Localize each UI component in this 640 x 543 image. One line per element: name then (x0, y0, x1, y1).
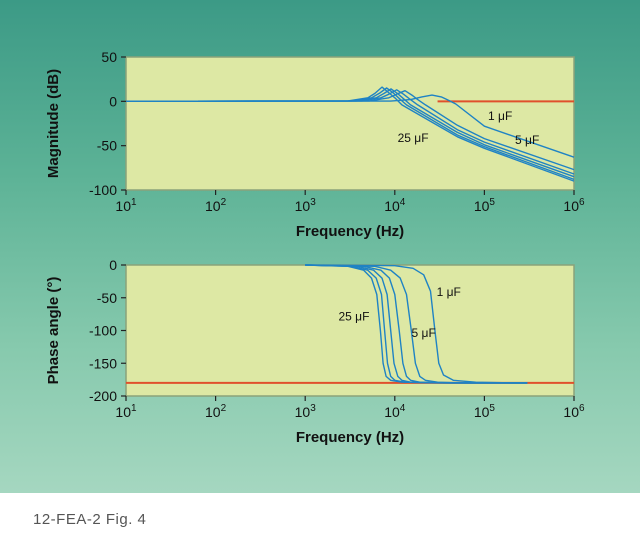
phase-y-tick-label: -200 (89, 388, 117, 404)
phase-x-tick-label: 101 (115, 403, 137, 420)
phase-x-tick-label: 102 (205, 403, 227, 420)
phase-y-tick-label: -100 (89, 323, 117, 339)
magnitude-y-axis-label: Magnitude (dB) (45, 69, 62, 178)
phase-annotation: 5 μF (412, 326, 436, 340)
magnitude-annotation: 25 μF (398, 131, 429, 145)
magnitude-series-line-6 (125, 94, 575, 158)
magnitude-series-line-5 (125, 90, 575, 171)
phase-y-tick-label: 0 (109, 257, 117, 273)
magnitude-y-tick-label: -100 (89, 182, 117, 198)
magnitude-x-axis-label: Frequency (Hz) (296, 223, 404, 240)
phase-x-tick-label: 106 (563, 403, 585, 420)
magnitude-plot-area (125, 56, 575, 191)
phase-series-line-6 (305, 264, 528, 384)
magnitude-y-tick-label: 50 (101, 49, 117, 65)
magnitude-x-tick-label: 101 (115, 197, 137, 214)
magnitude-annotation: 1 μF (488, 109, 512, 123)
figure-panel: 50 0 -50 -100 101 102 103 104 105 106 Frequency (H… (0, 0, 640, 493)
phase-series-line-5 (305, 264, 528, 384)
phase-y-axis-label: Phase angle (°) (45, 277, 62, 385)
magnitude-y-tick-label: -50 (97, 138, 117, 154)
phase-annotation: 1 μF (437, 285, 461, 299)
phase-y-tick-label: -150 (89, 355, 117, 371)
magnitude-y-tick-label: 0 (109, 93, 117, 109)
phase-x-tick-label: 104 (384, 403, 406, 420)
magnitude-x-tick-label: 104 (384, 197, 406, 214)
phase-plot-area (125, 264, 575, 397)
magnitude-x-tick-label: 102 (205, 197, 227, 214)
magnitude-x-tick-label: 106 (563, 197, 585, 214)
phase-annotation: 25 μF (338, 310, 369, 324)
figure-caption: 12-FEA-2 Fig. 4 (33, 511, 147, 528)
phase-series-line-4 (305, 264, 528, 384)
phase-x-tick-label: 105 (474, 403, 496, 420)
phase-x-axis-label: Frequency (Hz) (296, 429, 404, 446)
magnitude-annotation: 5 μF (515, 133, 539, 147)
magnitude-series-line-4 (125, 89, 575, 175)
magnitude-x-tick-label: 105 (474, 197, 496, 214)
phase-y-tick-label: -50 (97, 290, 117, 306)
magnitude-x-tick-label: 103 (295, 197, 317, 214)
phase-x-tick-label: 103 (295, 403, 317, 420)
